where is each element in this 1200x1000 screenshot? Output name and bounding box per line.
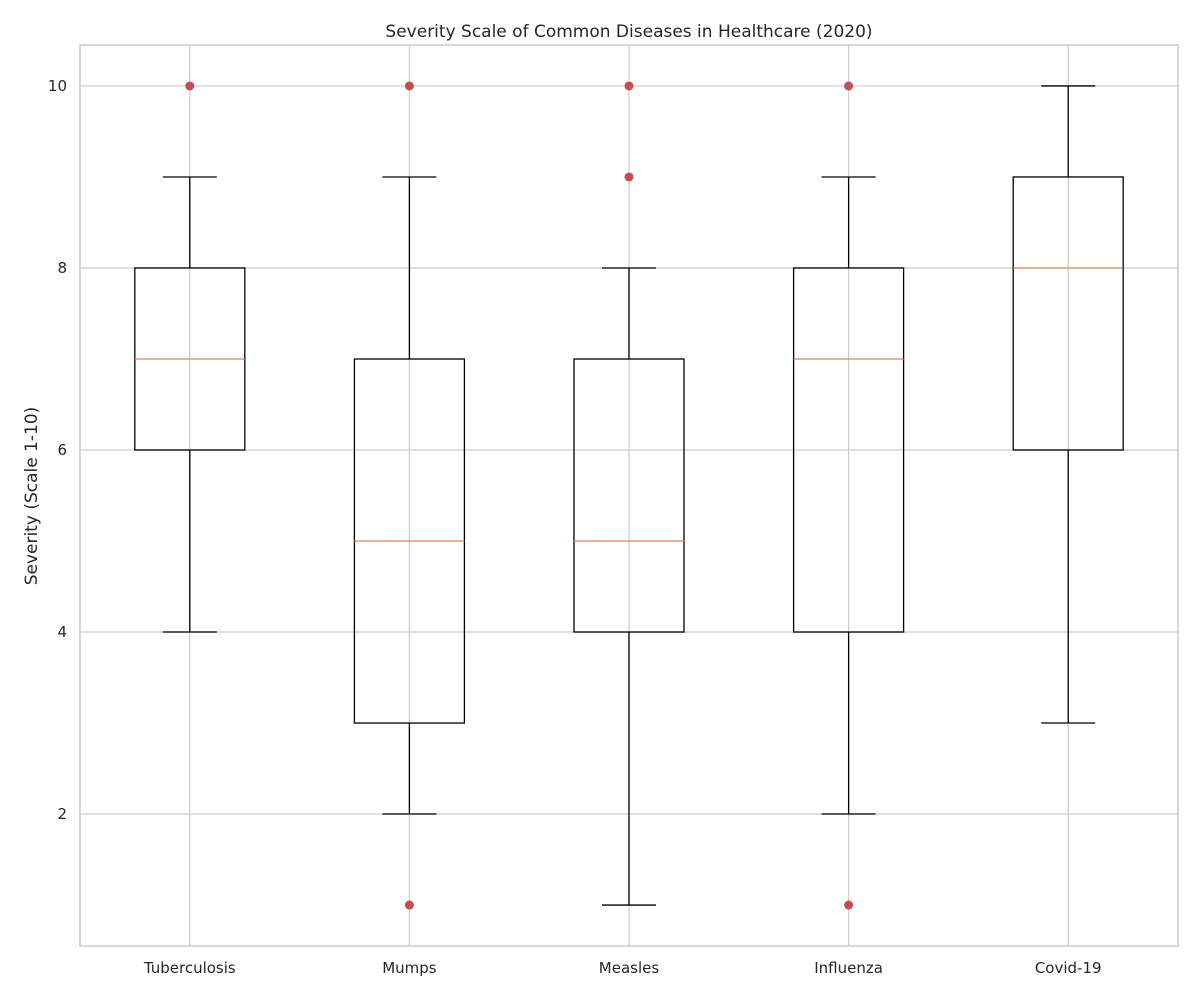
outlier-point bbox=[185, 81, 194, 90]
x-tick-label: Measles bbox=[599, 959, 660, 977]
y-tick-label: 2 bbox=[57, 805, 67, 823]
x-tick-label: Tuberculosis bbox=[143, 959, 236, 977]
x-tick-label: Mumps bbox=[382, 959, 437, 977]
x-tick-label: Influenza bbox=[814, 959, 883, 977]
outlier-point bbox=[625, 172, 634, 181]
outlier-point bbox=[625, 81, 634, 90]
outlier-point bbox=[844, 901, 853, 910]
chart-title: Severity Scale of Common Diseases in Hea… bbox=[385, 22, 872, 42]
y-tick-label: 10 bbox=[48, 77, 67, 95]
y-tick-label: 8 bbox=[57, 259, 67, 277]
outlier-point bbox=[405, 81, 414, 90]
y-axis-label: Severity (Scale 1-10) bbox=[22, 407, 42, 586]
y-tick-label: 4 bbox=[57, 623, 67, 641]
outlier-point bbox=[844, 81, 853, 90]
x-tick-label: Covid-19 bbox=[1035, 959, 1102, 977]
y-tick-label: 6 bbox=[57, 441, 67, 459]
tick-labels: 2 4 6 8 10 Tuberculosis Mumps Measles Influenza C… bbox=[48, 77, 1102, 977]
outlier-point bbox=[405, 901, 414, 910]
